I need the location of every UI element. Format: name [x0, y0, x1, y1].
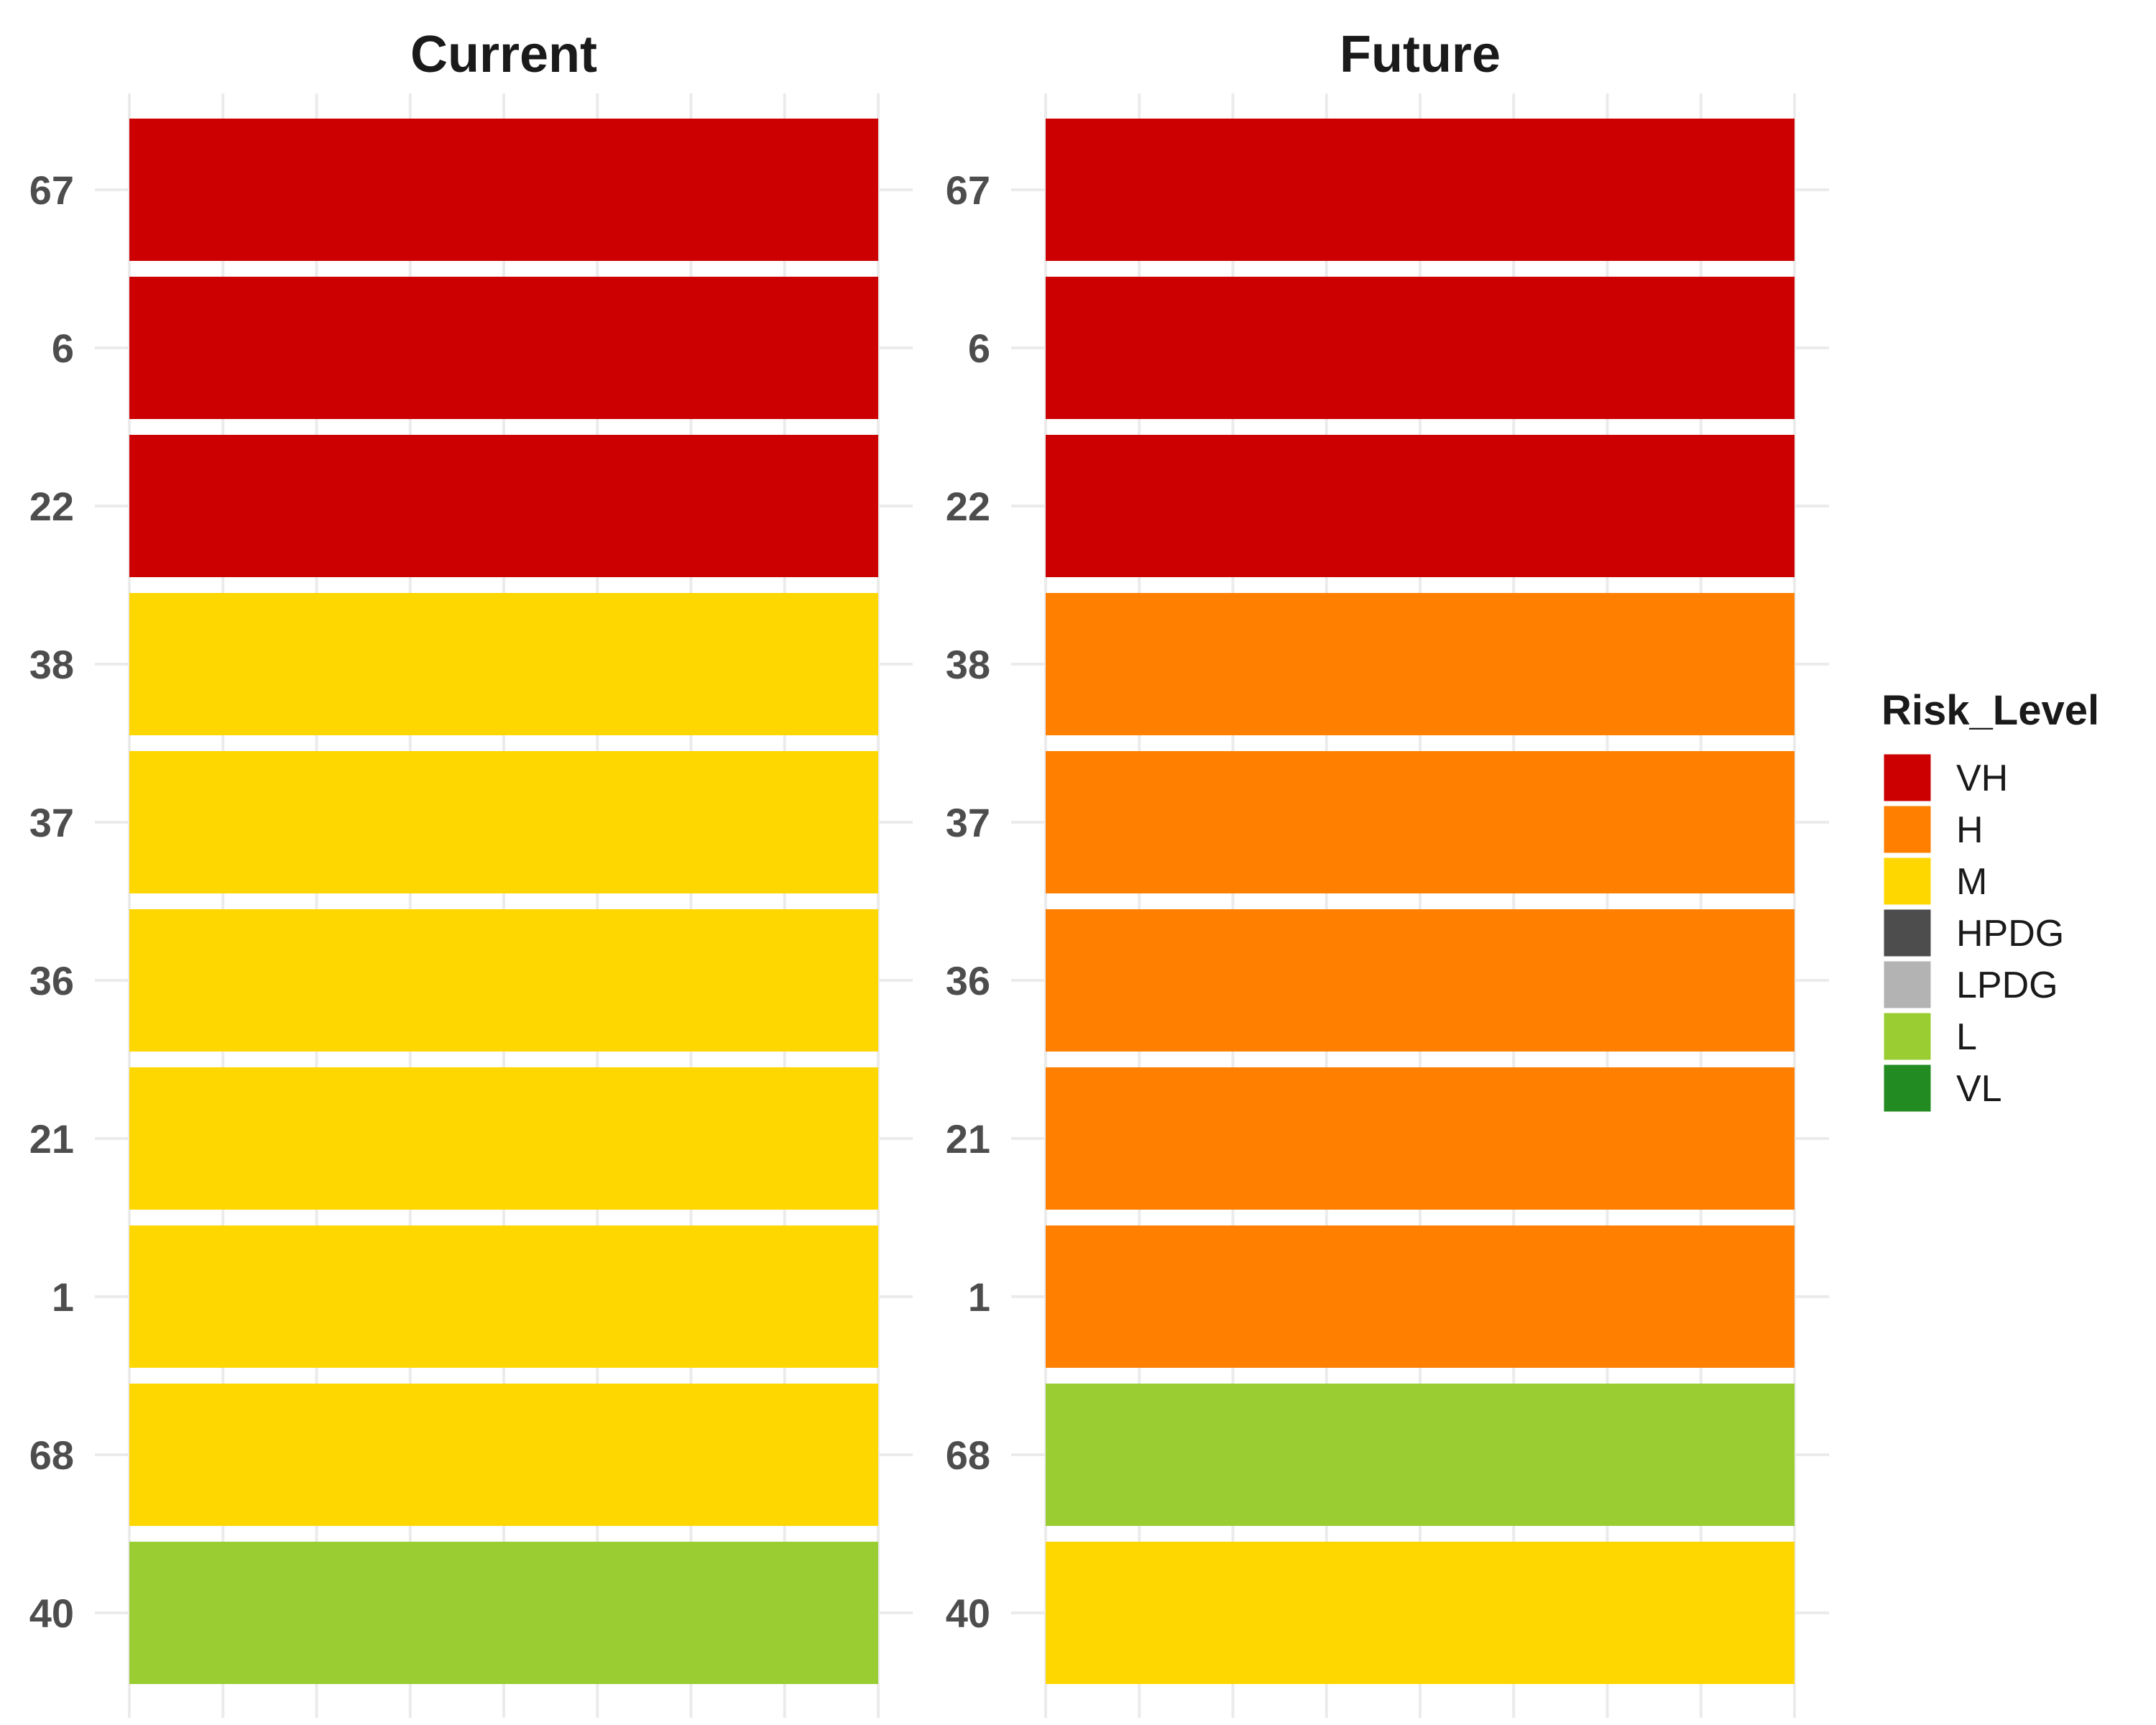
panel-current: Current 67 6 22 38 37 36 21 1 68 40	[29, 26, 913, 1718]
legend: Risk_Level VH HM HPDG LPDG L VL	[1881, 687, 2099, 1114]
tile-22-vh	[129, 435, 878, 577]
y-tick-label: 37	[29, 800, 74, 845]
tile-21-h	[1046, 1067, 1795, 1210]
y-tick-label: 67	[29, 167, 74, 213]
tile-22-vh	[1046, 435, 1795, 577]
legend-item-l: L	[1881, 1011, 1977, 1062]
legend-swatch	[1881, 1062, 1933, 1114]
y-tick-label: 22	[946, 484, 990, 529]
tile-67-vh	[1046, 119, 1795, 261]
y-tick-label: 68	[29, 1432, 74, 1478]
tile-40-l	[129, 1542, 878, 1684]
tile-68-l	[1046, 1384, 1795, 1526]
legend-item-vl: VL	[1881, 1062, 2002, 1114]
tile-40-m	[1046, 1542, 1795, 1684]
legend-swatch	[1881, 855, 1933, 907]
tile-1-m	[129, 1225, 878, 1368]
legend-title: Risk_Level	[1881, 687, 2099, 734]
y-tick-label: 1	[52, 1274, 74, 1320]
tile-68-m	[129, 1384, 878, 1526]
legend-item-m: M	[1881, 855, 1987, 907]
panel-future: Future 67 6 22 38 37 36 21 1 68 40	[946, 26, 1829, 1718]
legend-item-lpdg: LPDG	[1881, 959, 2058, 1011]
legend-item-h: H	[1881, 804, 1984, 855]
y-tick-label: 6	[52, 326, 74, 371]
facet-panels: Current 67 6 22 38 37 36 21 1 68 40 Future 67 6 22 38 37…	[29, 26, 1829, 1718]
y-tick-label: 38	[946, 642, 990, 687]
legend-label: H	[1956, 809, 1984, 851]
legend-label: L	[1956, 1016, 1977, 1058]
legend-label: VL	[1956, 1068, 2002, 1110]
legend-swatch	[1881, 804, 1933, 855]
tile-67-vh	[129, 119, 878, 261]
tile-38-m	[129, 593, 878, 735]
legend-item-hpdg: HPDG	[1881, 907, 2064, 959]
y-tick-label: 68	[946, 1432, 990, 1478]
y-tick-label: 21	[29, 1116, 74, 1162]
y-tick-label: 38	[29, 642, 74, 687]
legend-label: HPDG	[1956, 913, 2064, 954]
tile-38-h	[1046, 593, 1795, 735]
y-tick-label: 1	[968, 1274, 990, 1320]
y-tick-label: 36	[29, 958, 74, 1003]
y-tick-label: 67	[946, 167, 990, 213]
y-tick-label: 21	[946, 1116, 990, 1162]
facet-title: Current	[410, 26, 597, 83]
facet-title: Future	[1340, 26, 1501, 83]
y-tick-label: 6	[968, 326, 990, 371]
legend-label: LPDG	[1956, 965, 2058, 1006]
y-tick-label: 22	[29, 484, 74, 529]
tile-6-vh	[129, 277, 878, 419]
legend-item-vh: VH	[1881, 752, 2008, 804]
legend-label: M	[1956, 861, 1987, 903]
tile-37-h	[1046, 751, 1795, 893]
legend-swatch	[1881, 959, 1933, 1011]
tile-37-m	[129, 751, 878, 893]
tile-36-h	[1046, 909, 1795, 1052]
tile-6-vh	[1046, 277, 1795, 419]
legend-swatch	[1881, 752, 1933, 804]
y-tick-label: 36	[946, 958, 990, 1003]
legend-swatch	[1881, 907, 1933, 959]
tile-1-h	[1046, 1225, 1795, 1368]
legend-label: VH	[1956, 758, 2008, 799]
y-tick-label: 40	[946, 1591, 990, 1636]
tile-21-m	[129, 1067, 878, 1210]
tile-36-m	[129, 909, 878, 1052]
y-tick-label: 40	[29, 1591, 74, 1636]
legend-swatch	[1881, 1011, 1933, 1062]
y-tick-label: 37	[946, 800, 990, 845]
